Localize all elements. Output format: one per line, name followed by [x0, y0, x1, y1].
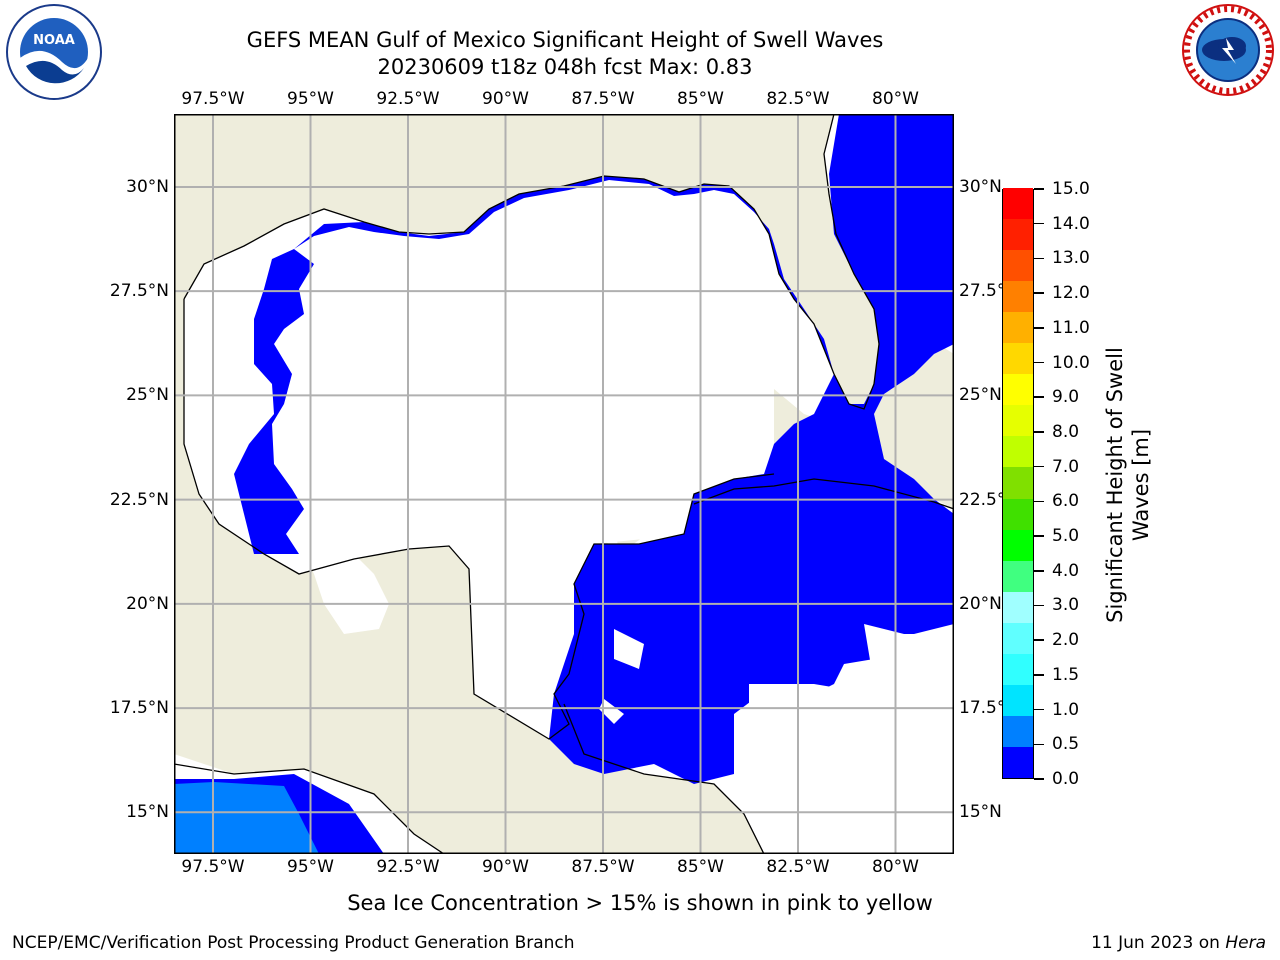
- y-tick-label-right: 25°N: [959, 385, 1002, 406]
- swell-field-0-0p5: [174, 114, 954, 854]
- colorbar: [1002, 187, 1034, 779]
- x-tick-label-bottom: 80°W: [872, 857, 919, 877]
- colorbar-tick: [1034, 570, 1044, 572]
- colorbar-segment: [1003, 746, 1033, 778]
- colorbar-segment: [1003, 684, 1033, 716]
- colorbar-tick: [1034, 778, 1044, 780]
- y-tick-label-left: 15°N: [126, 802, 169, 823]
- colorbar-label: 4.0: [1052, 560, 1080, 581]
- x-tick-label-top: 90°W: [482, 89, 529, 109]
- y-tick-label-right: 20°N: [959, 593, 1002, 614]
- x-tick-label-bottom: 82.5°W: [766, 857, 830, 877]
- x-tick-label-bottom: 95°W: [287, 857, 334, 877]
- colorbar-segment: [1003, 280, 1033, 313]
- colorbar-segment: [1003, 560, 1033, 592]
- x-tick-label-top: 87.5°W: [571, 89, 635, 109]
- colorbar-title: Significant Height of Swell Waves [m]: [1103, 347, 1153, 623]
- colorbar-tick: [1034, 500, 1044, 503]
- colorbar-label: 3.0: [1052, 595, 1080, 616]
- colorbar-segment: [1003, 311, 1033, 344]
- y-tick-label-left: 17.5°N: [109, 698, 169, 719]
- colorbar-segment: [1003, 249, 1033, 282]
- colorbar-label: 1.5: [1052, 664, 1080, 685]
- colorbar-label: 11.0: [1052, 317, 1090, 338]
- colorbar-segment: [1003, 404, 1033, 437]
- colorbar-segment: [1003, 529, 1033, 561]
- colorbar-tick: [1034, 674, 1044, 676]
- colorbar-segment: [1003, 373, 1033, 406]
- x-tick-label-bottom: 85°W: [677, 857, 724, 877]
- noaa-logo: NOAA: [6, 4, 102, 100]
- y-tick-label-left: 30°N: [126, 176, 169, 197]
- x-tick-label-top: 97.5°W: [181, 89, 245, 109]
- colorbar-tick: [1034, 604, 1044, 607]
- sea-ice-note: Sea Ice Concentration > 15% is shown in …: [347, 891, 933, 915]
- y-tick-label-right: 15°N: [959, 802, 1002, 823]
- x-tick-label-bottom: 90°W: [482, 857, 529, 877]
- colorbar-tick: [1034, 222, 1044, 225]
- colorbar-label: 0.5: [1052, 734, 1080, 755]
- colorbar-label: 8.0: [1052, 421, 1080, 442]
- colorbar-segment: [1003, 653, 1033, 685]
- colorbar-label: 5.0: [1052, 526, 1080, 547]
- colorbar-label: 0.0: [1052, 769, 1080, 789]
- swell-field-0p5-1p0: [174, 782, 319, 854]
- colorbar-segment: [1003, 591, 1033, 623]
- y-tick-label-left: 22.5°N: [109, 489, 169, 510]
- x-tick-label-top: 82.5°W: [766, 89, 830, 109]
- y-tick-label-left: 27.5°N: [109, 281, 169, 302]
- colorbar-tick: [1034, 535, 1044, 537]
- colorbar-tick: [1034, 639, 1044, 641]
- y-tick-label-left: 20°N: [126, 593, 169, 614]
- colorbar-segment: [1003, 187, 1033, 220]
- colorbar-segment: [1003, 466, 1033, 499]
- colorbar-tick: [1034, 431, 1044, 433]
- colorbar-label: 2.0: [1052, 630, 1080, 651]
- colorbar-label: 9.0: [1052, 387, 1080, 408]
- colorbar-segment: [1003, 715, 1033, 747]
- colorbar-tick: [1034, 292, 1044, 294]
- colorbar-segment: [1003, 622, 1033, 654]
- gulf-of-mexico-map: [174, 114, 954, 854]
- credit-text: NCEP/EMC/Verification Post Processing Pr…: [12, 933, 575, 953]
- colorbar-tick: [1034, 465, 1044, 468]
- svg-text:NOAA: NOAA: [33, 33, 75, 48]
- nws-logo: [1182, 4, 1274, 96]
- x-tick-label-top: 95°W: [287, 89, 334, 109]
- colorbar-label: 6.0: [1052, 491, 1080, 512]
- y-tick-label-left: 25°N: [126, 385, 169, 406]
- x-tick-label-top: 80°W: [872, 89, 919, 109]
- colorbar-segment: [1003, 435, 1033, 468]
- colorbar-segment: [1003, 342, 1033, 375]
- colorbar-tick: [1034, 188, 1044, 190]
- colorbar-label: 13.0: [1052, 248, 1090, 269]
- colorbar-tick: [1034, 327, 1044, 329]
- colorbar-tick: [1034, 708, 1044, 711]
- x-tick-label-top: 92.5°W: [376, 89, 440, 109]
- colorbar-segment: [1003, 218, 1033, 251]
- chart-title: GEFS MEAN Gulf of Mexico Significant Hei…: [246, 28, 884, 52]
- colorbar-tick: [1034, 257, 1044, 260]
- colorbar-segment: [1003, 498, 1033, 530]
- colorbar-tick: [1034, 361, 1044, 364]
- date-text: 11 Jun 2023 on Hera: [1091, 933, 1266, 953]
- x-tick-label-top: 85°W: [677, 89, 724, 109]
- colorbar-label: 10.0: [1052, 352, 1090, 373]
- chart-subtitle: 20230609 t18z 048h fcst Max: 0.83: [377, 55, 753, 79]
- x-tick-label-bottom: 87.5°W: [571, 857, 635, 877]
- x-tick-label-bottom: 92.5°W: [376, 857, 440, 877]
- colorbar-label: 12.0: [1052, 283, 1090, 304]
- colorbar-label: 1.0: [1052, 699, 1080, 720]
- map-frame: [174, 114, 954, 854]
- colorbar-label: 15.0: [1052, 179, 1090, 199]
- colorbar-label: 7.0: [1052, 456, 1080, 477]
- colorbar-tick: [1034, 396, 1044, 398]
- y-tick-label-right: 30°N: [959, 176, 1002, 197]
- colorbar-tick: [1034, 743, 1044, 746]
- colorbar-label: 14.0: [1052, 213, 1090, 234]
- x-tick-label-bottom: 97.5°W: [181, 857, 245, 877]
